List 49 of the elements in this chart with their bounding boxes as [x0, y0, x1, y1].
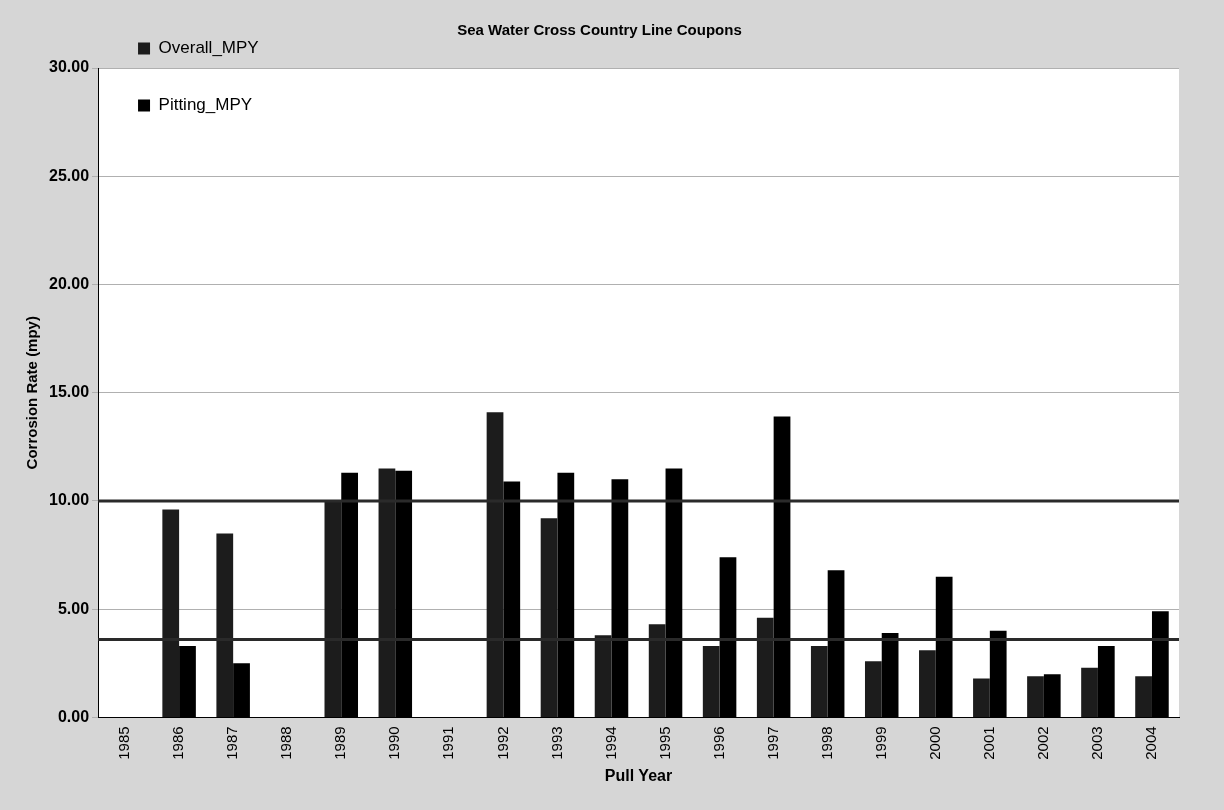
bar	[216, 533, 234, 717]
bar	[702, 645, 720, 717]
x-axis-title: Pull Year	[604, 766, 673, 784]
y-tick-label: 10.00	[48, 491, 90, 509]
bar	[486, 412, 504, 717]
bar	[864, 661, 882, 717]
x-tick-label: 1991	[439, 726, 457, 760]
x-tick-label: 1985	[115, 726, 133, 760]
y-tick-label: 0.00	[57, 707, 90, 725]
x-tick-label: 1990	[385, 726, 403, 760]
y-tick-label: 25.00	[48, 166, 90, 184]
bar	[1135, 676, 1152, 717]
y-tick-label: 5.00	[57, 599, 90, 617]
x-tick-label: 1996	[709, 726, 727, 760]
bar	[594, 635, 612, 717]
x-tick-label: 1987	[223, 726, 241, 760]
bar	[648, 624, 666, 717]
bar	[756, 617, 774, 717]
chart-title: Sea Water Cross Country Line Coupons	[457, 21, 742, 39]
bar	[1027, 676, 1044, 717]
legend-label: Pitting_MPY	[158, 95, 253, 115]
x-tick-label: 1988	[277, 726, 295, 760]
bar	[324, 500, 342, 717]
x-tick-label: 2000	[925, 726, 943, 760]
legend-label: Overall_MPY	[158, 38, 259, 58]
bar	[919, 650, 936, 717]
y-tick-label: 20.00	[48, 274, 90, 292]
x-tick-label: 1986	[169, 726, 187, 760]
x-tick-label: 1994	[601, 726, 619, 760]
x-tick-label: 1993	[547, 726, 565, 760]
x-tick-label: 2003	[1088, 726, 1106, 760]
bar	[973, 678, 990, 717]
x-tick-label: 2004	[1142, 726, 1160, 760]
bar	[810, 645, 828, 717]
x-tick-label: 1989	[331, 726, 349, 760]
x-tick-label: 1998	[817, 726, 835, 760]
bar	[162, 509, 180, 717]
x-tick-label: 1992	[493, 726, 511, 760]
y-tick-label: 30.00	[48, 58, 90, 76]
y-tick-label: 15.00	[48, 383, 90, 401]
x-tick-label: 1997	[763, 726, 781, 760]
x-tick-label: 1999	[871, 726, 889, 760]
bar	[378, 468, 396, 717]
y-axis-title: Corrosion Rate (mpy)	[23, 316, 41, 470]
x-tick-label: 2001	[979, 726, 997, 760]
bar	[540, 518, 558, 717]
x-tick-label: 1995	[655, 726, 673, 760]
bar	[1081, 667, 1098, 717]
x-tick-label: 2002	[1034, 726, 1052, 760]
